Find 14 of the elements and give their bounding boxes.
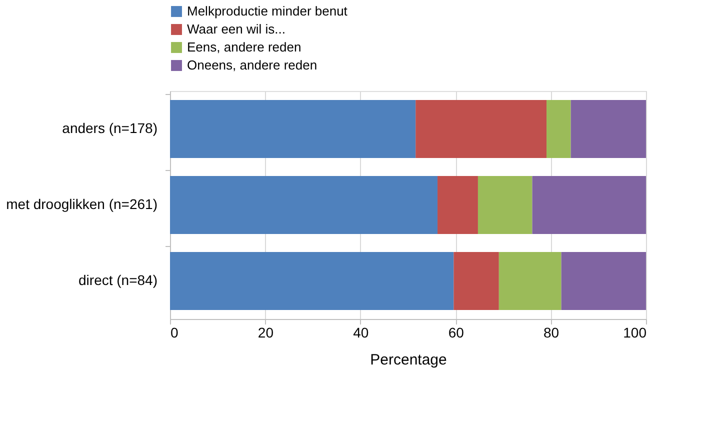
legend-label: Oneens, andere reden [187,58,318,72]
legend-label: Melkproductie minder benut [187,4,348,18]
x-tick-label: 60 [448,324,464,340]
x-tick-label: 20 [258,324,274,340]
x-tick-label: 0 [170,324,178,340]
x-tick-label: 40 [353,324,369,340]
legend-label: Eens, andere reden [187,40,302,54]
legend-label: Waar een wil is... [187,22,286,36]
y-tick-label: direct (n=84) [78,272,158,288]
x-tick-label: 80 [544,324,560,340]
x-axis-title: Percentage [370,352,447,368]
y-tick-label: met drooglikken (n=261) [6,196,158,212]
y-tick-label: anders (n=178) [62,120,158,136]
x-tick-label: 100 [623,324,647,340]
